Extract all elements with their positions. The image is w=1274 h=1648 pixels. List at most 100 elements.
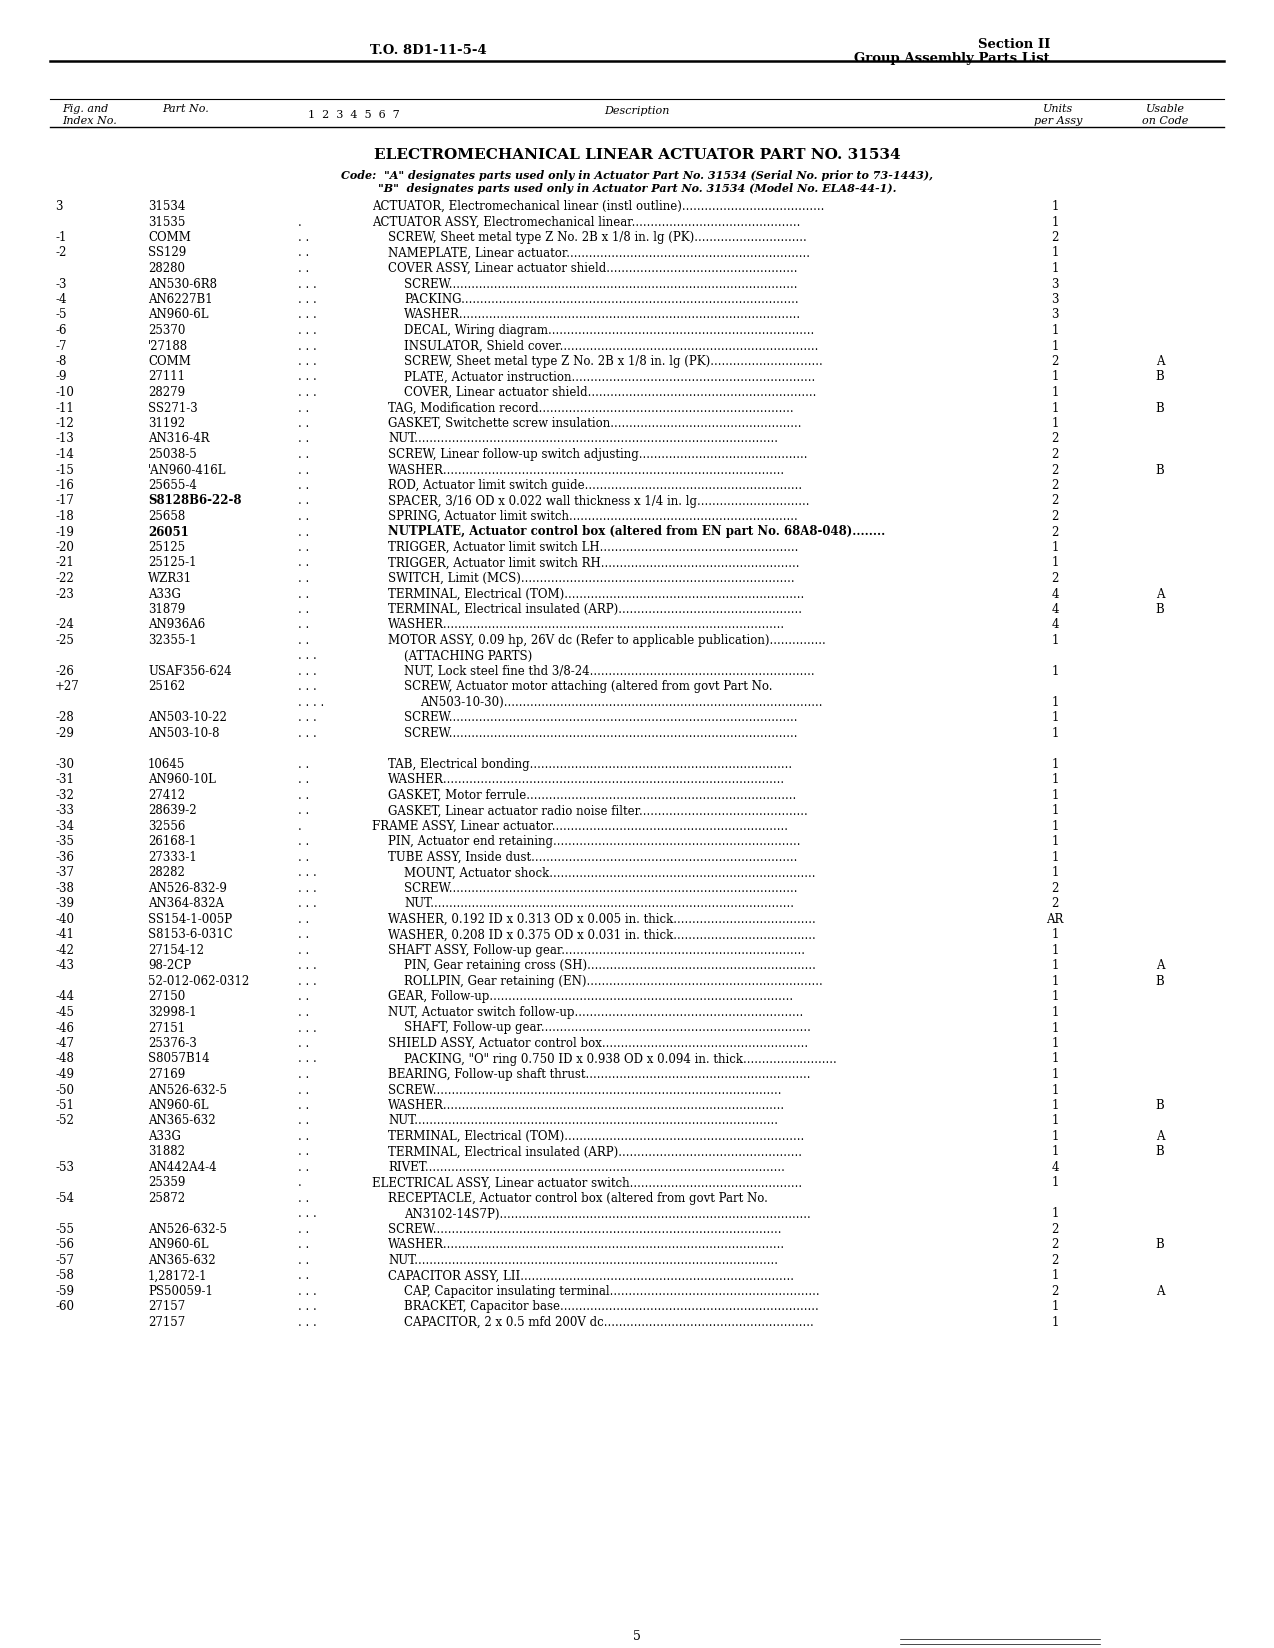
Text: 1: 1 <box>1051 371 1059 384</box>
Text: . . .: . . . <box>298 649 321 662</box>
Text: 1: 1 <box>1051 727 1059 740</box>
Text: 2: 2 <box>1051 1252 1059 1266</box>
Text: -56: -56 <box>55 1238 74 1251</box>
Text: NUTPLATE, Actuator control box (altered from EN part No. 68A8-048)........: NUTPLATE, Actuator control box (altered … <box>389 526 885 539</box>
Text: .: . <box>298 216 306 229</box>
Text: SS154-1-005P: SS154-1-005P <box>148 913 232 926</box>
Text: RECEPTACLE, Actuator control box (altered from govt Part No.: RECEPTACLE, Actuator control box (altere… <box>389 1192 768 1205</box>
Text: 1: 1 <box>1051 555 1059 569</box>
Text: AN526-832-9: AN526-832-9 <box>148 882 227 895</box>
Text: -18: -18 <box>55 509 74 522</box>
Text: 25655-4: 25655-4 <box>148 478 197 491</box>
Text: AR: AR <box>1046 913 1064 926</box>
Text: CAP, Capacitor insulating terminal..............................................: CAP, Capacitor insulating terminal......… <box>404 1284 819 1297</box>
Text: 28280: 28280 <box>148 262 185 275</box>
Text: ROD, Actuator limit switch guide................................................: ROD, Actuator limit switch guide........… <box>389 478 803 491</box>
Text: 31879: 31879 <box>148 603 185 616</box>
Text: WZR31: WZR31 <box>148 572 192 585</box>
Text: -17: -17 <box>55 494 74 508</box>
Text: 4: 4 <box>1051 1160 1059 1173</box>
Text: COMM: COMM <box>148 231 191 244</box>
Text: SWITCH, Limit (MCS).............................................................: SWITCH, Limit (MCS).....................… <box>389 572 795 585</box>
Text: -45: -45 <box>55 1005 74 1018</box>
Text: COMM: COMM <box>148 354 191 368</box>
Text: 1: 1 <box>1051 1114 1059 1127</box>
Text: -36: -36 <box>55 850 74 864</box>
Text: -48: -48 <box>55 1051 74 1065</box>
Text: TRIGGER, Actuator limit switch RH...............................................: TRIGGER, Actuator limit switch RH.......… <box>389 555 800 569</box>
Text: -13: -13 <box>55 432 74 445</box>
Text: BEARING, Follow-up shaft thrust.................................................: BEARING, Follow-up shaft thrust.........… <box>389 1068 810 1081</box>
Text: 1: 1 <box>1051 246 1059 259</box>
Text: 1: 1 <box>1051 1051 1059 1065</box>
Text: 1: 1 <box>1051 1175 1059 1188</box>
Text: INSULATOR, Shield cover.........................................................: INSULATOR, Shield cover.................… <box>404 339 818 353</box>
Text: -6: -6 <box>55 323 66 336</box>
Text: -25: -25 <box>55 633 74 646</box>
Text: -38: -38 <box>55 882 74 895</box>
Text: B: B <box>1156 463 1164 476</box>
Text: 1: 1 <box>1051 1315 1059 1328</box>
Text: S8128B6-22-8: S8128B6-22-8 <box>148 494 242 508</box>
Text: 1  2  3  4  5  6  7: 1 2 3 4 5 6 7 <box>308 110 400 120</box>
Text: SS271-3: SS271-3 <box>148 400 197 414</box>
Text: 31192: 31192 <box>148 417 185 430</box>
Text: AN3102-14S7P)...................................................................: AN3102-14S7P)...........................… <box>404 1206 810 1220</box>
Text: AN960-6L: AN960-6L <box>148 1098 209 1111</box>
Text: NUT.............................................................................: NUT.....................................… <box>389 432 778 445</box>
Text: GEAR, Follow-up.................................................................: GEAR, Follow-up.........................… <box>389 990 794 1004</box>
Text: WASHER, 0.192 ID x 0.313 OD x 0.005 in. thick...................................: WASHER, 0.192 ID x 0.313 OD x 0.005 in. … <box>389 913 815 926</box>
Text: SCREW...........................................................................: SCREW...................................… <box>404 277 798 290</box>
Text: AN503-10-8: AN503-10-8 <box>148 727 219 740</box>
Text: -2: -2 <box>55 246 66 259</box>
Text: 10645: 10645 <box>148 758 186 771</box>
Text: 2: 2 <box>1051 526 1059 539</box>
Text: 25376-3: 25376-3 <box>148 1037 197 1050</box>
Text: B: B <box>1156 1238 1164 1251</box>
Text: WASHER..........................................................................: WASHER..................................… <box>389 463 785 476</box>
Text: MOUNT, Actuator shock...........................................................: MOUNT, Actuator shock...................… <box>404 865 815 878</box>
Text: 1: 1 <box>1051 1068 1059 1081</box>
Text: -39: -39 <box>55 897 74 910</box>
Text: SCREW...........................................................................: SCREW...................................… <box>404 727 798 740</box>
Text: -46: -46 <box>55 1020 74 1033</box>
Text: . .: . . <box>298 555 313 569</box>
Text: -40: -40 <box>55 913 74 926</box>
Text: PLATE, Actuator instruction.....................................................: PLATE, Actuator instruction.............… <box>404 371 815 384</box>
Text: 27154-12: 27154-12 <box>148 943 204 956</box>
Text: . . .: . . . <box>298 664 321 677</box>
Text: . .: . . <box>298 1192 313 1205</box>
Text: SCREW, Sheet metal type Z No. 2B x 1/8 in. lg (PK)..............................: SCREW, Sheet metal type Z No. 2B x 1/8 i… <box>404 354 823 368</box>
Text: -22: -22 <box>55 572 74 585</box>
Text: A: A <box>1156 1284 1164 1297</box>
Text: . . .: . . . <box>298 865 321 878</box>
Text: ROLLPIN, Gear retaining (EN)....................................................: ROLLPIN, Gear retaining (EN)............… <box>404 974 823 987</box>
Text: -41: -41 <box>55 928 74 941</box>
Text: -29: -29 <box>55 727 74 740</box>
Text: -58: -58 <box>55 1269 74 1282</box>
Text: 1: 1 <box>1051 974 1059 987</box>
Text: SCREW...........................................................................: SCREW...................................… <box>404 882 798 895</box>
Text: . .: . . <box>298 246 313 259</box>
Text: '27188: '27188 <box>148 339 189 353</box>
Text: AN6227B1: AN6227B1 <box>148 293 213 307</box>
Text: . .: . . <box>298 417 313 430</box>
Text: . .: . . <box>298 1114 313 1127</box>
Text: 1: 1 <box>1051 943 1059 956</box>
Text: 1: 1 <box>1051 262 1059 275</box>
Text: . .: . . <box>298 618 313 631</box>
Text: GASKET, Linear actuator radio noise filter......................................: GASKET, Linear actuator radio noise filt… <box>389 804 808 817</box>
Text: 28639-2: 28639-2 <box>148 804 196 817</box>
Text: A: A <box>1156 354 1164 368</box>
Text: PACKING.........................................................................: PACKING.................................… <box>404 293 799 307</box>
Text: . .: . . <box>298 633 313 646</box>
Text: SCREW...........................................................................: SCREW...................................… <box>389 1083 781 1096</box>
Text: . .: . . <box>298 262 313 275</box>
Text: . . .: . . . <box>298 710 321 723</box>
Text: -14: -14 <box>55 448 74 461</box>
Text: 1: 1 <box>1051 633 1059 646</box>
Text: Units: Units <box>1043 104 1073 114</box>
Text: SCREW, Actuator motor attaching (altered from govt Part No.: SCREW, Actuator motor attaching (altered… <box>404 681 772 694</box>
Text: 5: 5 <box>633 1628 641 1641</box>
Text: Code:  "A" designates parts used only in Actuator Part No. 31534 (Serial No. pri: Code: "A" designates parts used only in … <box>341 170 933 181</box>
